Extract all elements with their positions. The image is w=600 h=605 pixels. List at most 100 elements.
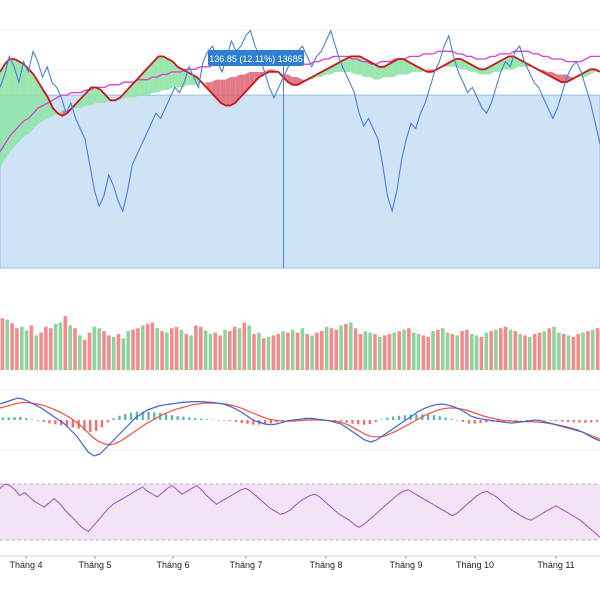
macd-histogram-bar [199,418,203,420]
cloud-segment [96,87,101,103]
volume-bar [121,338,126,370]
macd-histogram-bar [368,420,371,425]
volume-bar [15,328,19,370]
macd-histogram-bar [106,420,109,423]
cloud-segment [187,71,192,85]
macd-histogram-bar [42,420,45,422]
macd-histogram-bar [54,420,57,425]
macd-histogram-bar [65,420,69,426]
cloud-segment [9,59,15,152]
macd-histogram-bar [7,417,10,420]
macd-histogram-bar [520,420,523,421]
volume-bar [199,326,203,370]
volume-bar [92,326,97,370]
volume-bar [523,335,527,370]
fast-average-line [0,55,600,117]
cloud-segment [216,79,221,103]
volume-bar [503,326,508,370]
macd-histogram-bar [345,420,348,423]
cloud-segment [292,77,298,85]
cloud-segment [345,56,351,72]
rsi-panel [0,483,600,541]
volume-bar [315,332,319,370]
volume-bar [528,336,532,370]
volume-bar [349,322,353,370]
cloud-segment [100,89,106,103]
price-tooltip: 136.85 (12.11%) 13685 [208,50,304,66]
volume-bar [513,331,518,370]
volume-bar [557,332,561,370]
macd-histogram-bar [578,420,581,423]
macd-histogram-bar [170,415,173,420]
macd-histogram-bar [572,420,575,423]
volume-bar [39,332,43,370]
volume-bar [194,325,198,370]
volume-bar [445,332,450,370]
volume-bar [455,335,459,370]
volume-bar [184,334,189,370]
macd-histogram-bar [71,420,74,428]
volume-bar [218,335,222,370]
volume-bar [465,329,469,370]
volume-bar [44,326,48,370]
volume-bar [542,331,547,370]
volume-bar [155,328,159,370]
volume-bar [353,328,358,370]
volume-bar [436,329,440,370]
volume-bar [470,334,474,370]
x-tick-label: Tháng 10 [456,560,494,570]
signal-line [0,401,600,446]
macd-histogram-bar [100,420,104,428]
cloud-segment [340,59,346,72]
volume-bar [140,325,145,370]
macd-histogram-bar [438,416,441,420]
cloud-segment [14,59,20,147]
cloud-segment [225,77,231,106]
volume-bar [281,331,285,370]
volume-bar [334,329,339,370]
macd-histogram-bar [118,415,121,420]
volume-bar [329,328,334,370]
macd-histogram-bar [456,420,459,421]
volume-bar [136,328,140,370]
volume-bar [247,325,251,370]
tooltip-background [208,50,304,66]
volume-bar [257,332,261,370]
volume-bar [131,329,135,370]
cloud-segment [4,59,10,160]
macd-histogram-bar [48,420,51,424]
cloud-segment [369,61,375,80]
volume-bar [344,323,348,370]
volume-bar [324,326,329,370]
macd-histogram-bar [485,420,488,423]
volume-bar [10,323,14,370]
macd-histogram-bar [339,420,342,422]
volume-bar [411,332,416,370]
cloud-segment [235,74,240,103]
macd-histogram-bar [304,418,307,420]
macd-histogram-bar [403,415,406,420]
volume-bar [0,318,5,370]
volume-bar [63,316,68,370]
volume-bar [5,319,9,370]
volume-bar [126,331,130,370]
macd-histogram-bar [228,420,232,421]
volume-bar [242,322,247,370]
macd-histogram-bar [380,419,383,420]
volume-bar [561,334,566,370]
macd-histogram-bar [566,420,570,423]
cloud-segment [240,74,245,98]
macd-histogram-bar [217,420,220,421]
cloud-segment [163,56,168,90]
cloud-segment [24,64,29,137]
macd-histogram-bar [595,420,599,422]
volume-bar [252,334,256,370]
volume-bar [20,326,24,370]
volume-bar [431,331,435,370]
volume-bar [440,328,445,370]
x-tick-label: Tháng 5 [78,560,111,570]
macd-histogram-bar [240,420,243,423]
volume-bar [552,326,556,370]
macd-histogram-bar [60,420,63,426]
volume-bar [68,325,72,370]
